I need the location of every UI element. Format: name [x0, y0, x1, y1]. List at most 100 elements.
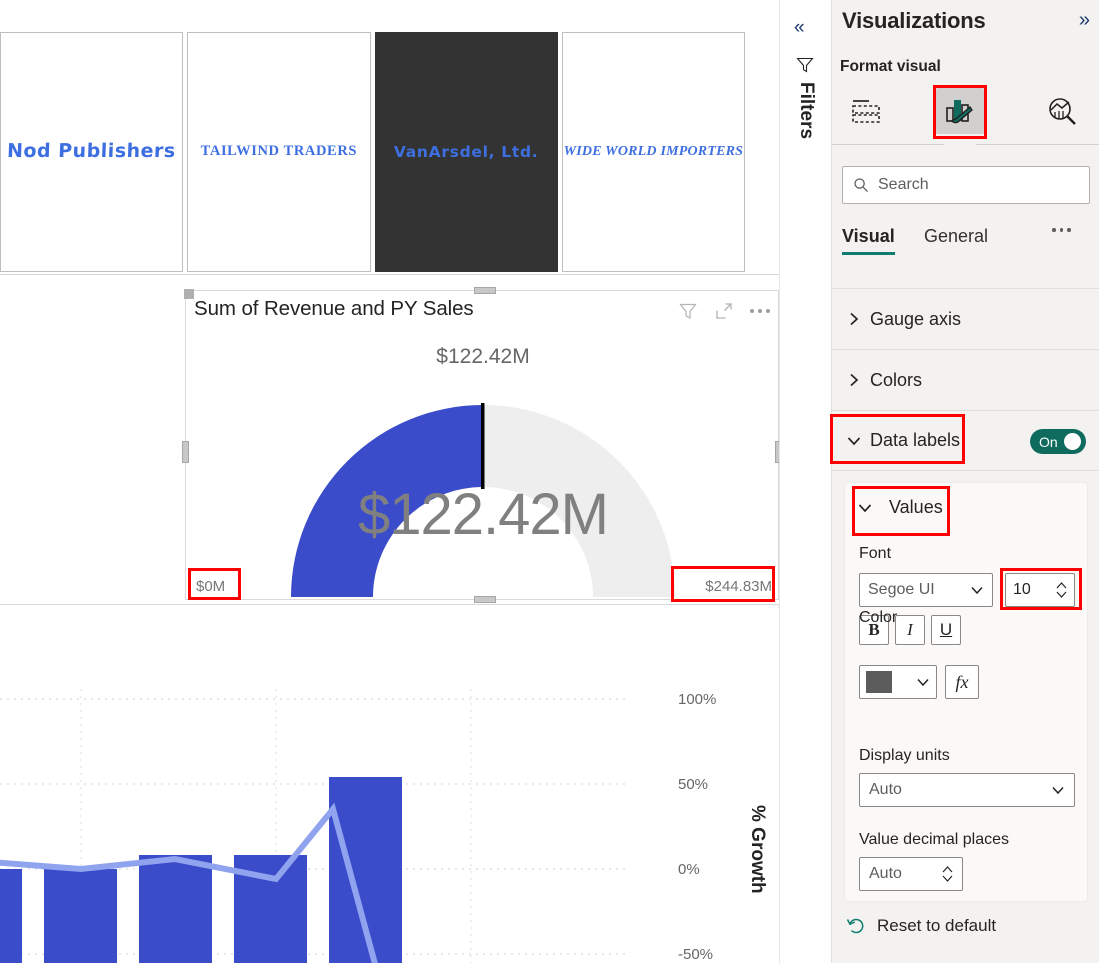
- search-input[interactable]: Search: [842, 166, 1090, 204]
- chevron-down-icon[interactable]: [942, 875, 953, 882]
- filters-pane-label: Filters: [796, 82, 817, 140]
- section-data-labels[interactable]: Data labels On: [832, 410, 1099, 471]
- tab-visual[interactable]: Visual: [842, 226, 895, 255]
- dot: [1052, 228, 1056, 232]
- visualizations-pane-header: Visualizations »: [832, 0, 1099, 46]
- selection-handle-middle-left[interactable]: [182, 441, 189, 463]
- filter-icon: [796, 57, 814, 73]
- chevron-down-icon: [858, 503, 872, 512]
- gauge-callout-top: $122.42M: [436, 345, 530, 368]
- combo-visual[interactable]: Growth by Year wth: [0, 604, 778, 963]
- italic-button[interactable]: I: [895, 615, 925, 645]
- font-family-value: Segoe UI: [868, 581, 935, 598]
- font-size-stepper[interactable]: 10: [1005, 573, 1075, 607]
- canvas-divider: [0, 274, 779, 275]
- search-placeholder: Search: [878, 176, 929, 193]
- y-tick-label: 0%: [678, 861, 700, 878]
- format-visual-icon[interactable]: [936, 88, 984, 134]
- visualizations-pane[interactable]: Visualizations » Format visual: [830, 0, 1099, 963]
- logo-label-wide-world-importers: WIDE WORLD IMPORTERS: [563, 143, 744, 159]
- more-options-icon[interactable]: [1052, 228, 1071, 232]
- y-tick-label: -50%: [678, 946, 714, 963]
- values-subcard[interactable]: Values Font Segoe UI 10: [844, 482, 1088, 902]
- section-data-labels-label: Data labels: [870, 430, 961, 450]
- y-tick-label: 100%: [678, 691, 717, 708]
- chevron-up-icon[interactable]: [1056, 582, 1067, 589]
- reset-to-default-label: Reset to default: [877, 916, 997, 935]
- values-subcard-label: Values: [889, 497, 943, 517]
- filters-pane-collapsed[interactable]: « Filters: [779, 0, 831, 963]
- chevron-down-icon[interactable]: [1056, 591, 1067, 598]
- format-visual-label: Format visual: [840, 58, 941, 75]
- build-visual-icon[interactable]: [842, 88, 890, 134]
- color-swatch: [866, 671, 892, 693]
- expand-pane-icon[interactable]: »: [1078, 9, 1090, 31]
- dot: [750, 309, 754, 313]
- section-gauge-axis-label: Gauge axis: [870, 308, 962, 329]
- dot: [1067, 228, 1071, 232]
- slicer-tile-wide-world-importers[interactable]: WIDE WORLD IMPORTERS: [561, 32, 745, 272]
- slicer-tile-tailwind-traders[interactable]: TAILWIND TRADERS: [187, 32, 371, 272]
- data-labels-toggle[interactable]: On: [1030, 429, 1086, 454]
- more-options-icon[interactable]: [750, 309, 770, 313]
- display-units-select[interactable]: Auto: [859, 773, 1075, 807]
- gauge-visual[interactable]: Sum of Revenue and PY Sales $122.42M: [182, 287, 779, 603]
- slicer-tile-vanarsdel-ltd[interactable]: VanArsdel, Ltd.: [374, 32, 558, 272]
- section-colors[interactable]: Colors: [832, 349, 1099, 410]
- chevron-down-icon: [847, 436, 861, 445]
- font-style-buttons[interactable]: B I U: [859, 615, 961, 645]
- gauge-min-label: $0M: [196, 578, 226, 595]
- combo-plot-area: [0, 689, 630, 963]
- pane-mode-buttons[interactable]: [832, 88, 1099, 142]
- tab-general[interactable]: General: [924, 226, 989, 246]
- combo-y-axis-ticks: 100% 50% 0% -50%: [678, 689, 748, 963]
- dot: [1059, 228, 1063, 232]
- selection-handle-middle-right[interactable]: [775, 441, 779, 463]
- font-label: Font: [859, 545, 892, 562]
- selection-handle-top-center[interactable]: [474, 287, 496, 294]
- section-colors-label: Colors: [870, 369, 923, 390]
- values-subcard-header[interactable]: Values: [857, 497, 943, 518]
- gauge-arc: [291, 403, 675, 597]
- gauge-max-label: $244.83M: [705, 578, 772, 595]
- analytics-icon[interactable]: [1038, 88, 1086, 134]
- collapse-filters-icon[interactable]: «: [794, 17, 805, 38]
- value-decimal-places-stepper[interactable]: Auto: [859, 857, 963, 891]
- selection-handle-bottom-center[interactable]: [474, 596, 496, 603]
- data-labels-toggle-state: On: [1039, 433, 1058, 450]
- spinner-icon[interactable]: [942, 866, 953, 882]
- display-units-value: Auto: [869, 781, 902, 798]
- gauge-center-value: $122.42M: [358, 482, 609, 547]
- y-tick-label: 50%: [678, 776, 709, 793]
- conditional-formatting-button[interactable]: fx: [945, 665, 979, 699]
- logo-label-tailwind-traders: TAILWIND TRADERS: [200, 143, 358, 160]
- chevron-down-icon: [971, 586, 983, 595]
- color-label: Color: [859, 609, 898, 626]
- slicer-tile-nod-publishers[interactable]: Nod Publishers: [0, 32, 184, 272]
- value-decimal-places-label: Value decimal places: [859, 831, 1010, 848]
- page-title: Visualizations: [842, 8, 986, 33]
- search-icon: [854, 178, 869, 193]
- logo-slicer[interactable]: Nod Publishers TAILWIND TRADERS VanArsde…: [0, 32, 745, 272]
- pane-tabs[interactable]: Visual General: [842, 226, 1090, 266]
- logo-label-nod-publishers: Nod Publishers: [6, 140, 177, 163]
- focus-mode-icon[interactable]: [714, 301, 734, 321]
- selection-handle-top-left[interactable]: [184, 289, 194, 299]
- underline-button[interactable]: U: [931, 615, 961, 645]
- dot: [766, 309, 770, 313]
- report-canvas[interactable]: Nod Publishers TAILWIND TRADERS VanArsde…: [0, 0, 779, 963]
- section-gauge-axis[interactable]: Gauge axis: [832, 288, 1099, 349]
- combo-y-axis-title: % Growth: [747, 805, 768, 894]
- spinner-icon[interactable]: [1056, 582, 1067, 598]
- chevron-up-icon[interactable]: [942, 866, 953, 873]
- reset-to-default-button[interactable]: Reset to default: [846, 916, 996, 936]
- dot: [758, 309, 762, 313]
- logo-label-vanarsdel-ltd: VanArsdel, Ltd.: [393, 142, 539, 161]
- gauge-visual-title: Sum of Revenue and PY Sales: [194, 297, 474, 320]
- filter-icon[interactable]: [678, 301, 698, 321]
- bold-button[interactable]: B: [859, 615, 889, 645]
- font-size-value: 10: [1013, 581, 1031, 598]
- color-picker[interactable]: [859, 665, 937, 699]
- font-family-select[interactable]: Segoe UI: [859, 573, 993, 607]
- gauge-visual-header-icons[interactable]: [678, 301, 770, 321]
